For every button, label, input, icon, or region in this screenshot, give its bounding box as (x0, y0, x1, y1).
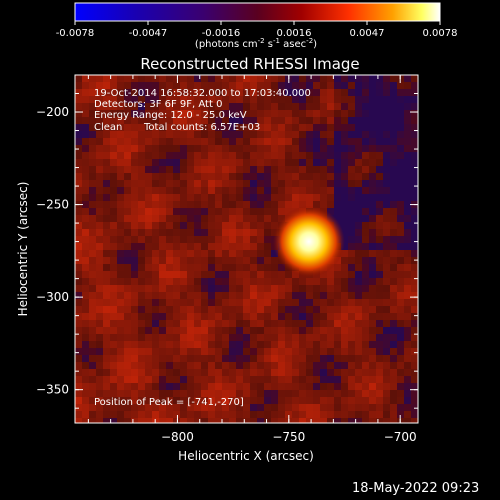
annotation-energy-range: Energy Range: 12.0 - 25.0 keV (94, 110, 247, 121)
chart-title: Reconstructed RHESSI Image (140, 55, 359, 73)
x-tick-label: −750 (272, 430, 305, 444)
colorbar-tick-label: -0.0016 (202, 28, 241, 39)
colorbar-ticks: -0.0078 -0.0047 -0.0016 0.0016 0.0047 0.0078 (56, 21, 458, 39)
y-tick-label: −350 (36, 383, 69, 397)
colorbar-tick-label: 0.0016 (277, 28, 312, 39)
colorbar-tick-label: -0.0047 (129, 28, 168, 39)
colorbar-tick-label: 0.0078 (423, 28, 458, 39)
y-axis-label: Heliocentric Y (arcsec) (16, 182, 30, 317)
timestamp: 18-May-2022 09:23 (352, 481, 480, 496)
annotation-clean: Clean (94, 122, 123, 133)
x-tick-label: −800 (161, 430, 194, 444)
colorbar-tick-label: 0.0047 (350, 28, 385, 39)
heatmap-image (75, 75, 418, 423)
axis-ticks: −800 −750 −700 −200 −250 −300 −350 (36, 75, 418, 444)
annotation-total-counts: Total counts: 6.57E+03 (144, 122, 261, 133)
colorbar-units: (photons cm-2 s-1 asec-2) (195, 37, 317, 50)
flare-source (272, 205, 345, 278)
y-tick-label: −250 (36, 198, 69, 212)
y-tick-label: −300 (36, 290, 69, 304)
colorbar-tick-label: -0.0078 (56, 28, 95, 39)
colorbar (74, 2, 441, 22)
annotation-detectors: Detectors: 3F 6F 9F, Att 0 (94, 99, 223, 110)
annotation-peak-position: Position of Peak = [-741,-270] (94, 397, 244, 408)
x-axis-label: Heliocentric X (arcsec) (178, 449, 314, 463)
plot-frame (74, 74, 419, 424)
y-tick-label: −200 (36, 105, 69, 119)
annotation-time-range: 19-Oct-2014 16:58:32.000 to 17:03:40.000 (94, 88, 311, 99)
x-tick-label: −700 (384, 430, 417, 444)
